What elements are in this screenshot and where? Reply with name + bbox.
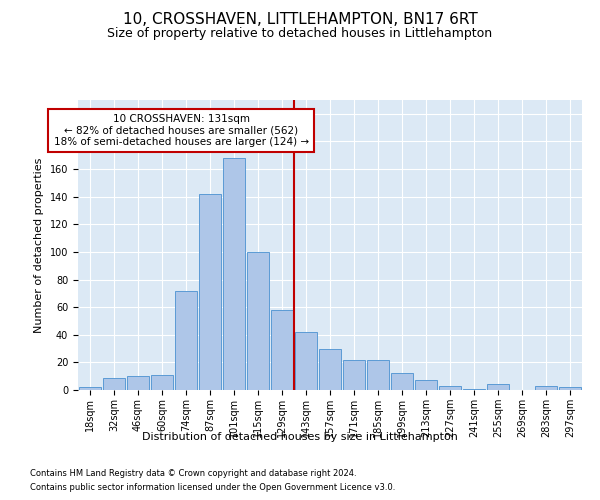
- Text: Contains HM Land Registry data © Crown copyright and database right 2024.: Contains HM Land Registry data © Crown c…: [30, 468, 356, 477]
- Bar: [415, 380, 437, 390]
- Text: Size of property relative to detached houses in Littlehampton: Size of property relative to detached ho…: [107, 28, 493, 40]
- Bar: [295, 332, 317, 390]
- Text: 10, CROSSHAVEN, LITTLEHAMPTON, BN17 6RT: 10, CROSSHAVEN, LITTLEHAMPTON, BN17 6RT: [122, 12, 478, 28]
- Bar: [439, 386, 461, 390]
- Bar: [343, 360, 365, 390]
- Bar: [175, 290, 197, 390]
- Bar: [127, 376, 149, 390]
- Bar: [79, 387, 101, 390]
- Bar: [391, 374, 413, 390]
- Bar: [487, 384, 509, 390]
- Text: Contains public sector information licensed under the Open Government Licence v3: Contains public sector information licen…: [30, 484, 395, 492]
- Bar: [223, 158, 245, 390]
- Bar: [103, 378, 125, 390]
- Bar: [367, 360, 389, 390]
- Y-axis label: Number of detached properties: Number of detached properties: [34, 158, 44, 332]
- Bar: [463, 388, 485, 390]
- Bar: [535, 386, 557, 390]
- Bar: [319, 348, 341, 390]
- Text: 10 CROSSHAVEN: 131sqm
← 82% of detached houses are smaller (562)
18% of semi-det: 10 CROSSHAVEN: 131sqm ← 82% of detached …: [53, 114, 309, 147]
- Text: Distribution of detached houses by size in Littlehampton: Distribution of detached houses by size …: [142, 432, 458, 442]
- Bar: [559, 387, 581, 390]
- Bar: [199, 194, 221, 390]
- Bar: [271, 310, 293, 390]
- Bar: [247, 252, 269, 390]
- Bar: [151, 375, 173, 390]
